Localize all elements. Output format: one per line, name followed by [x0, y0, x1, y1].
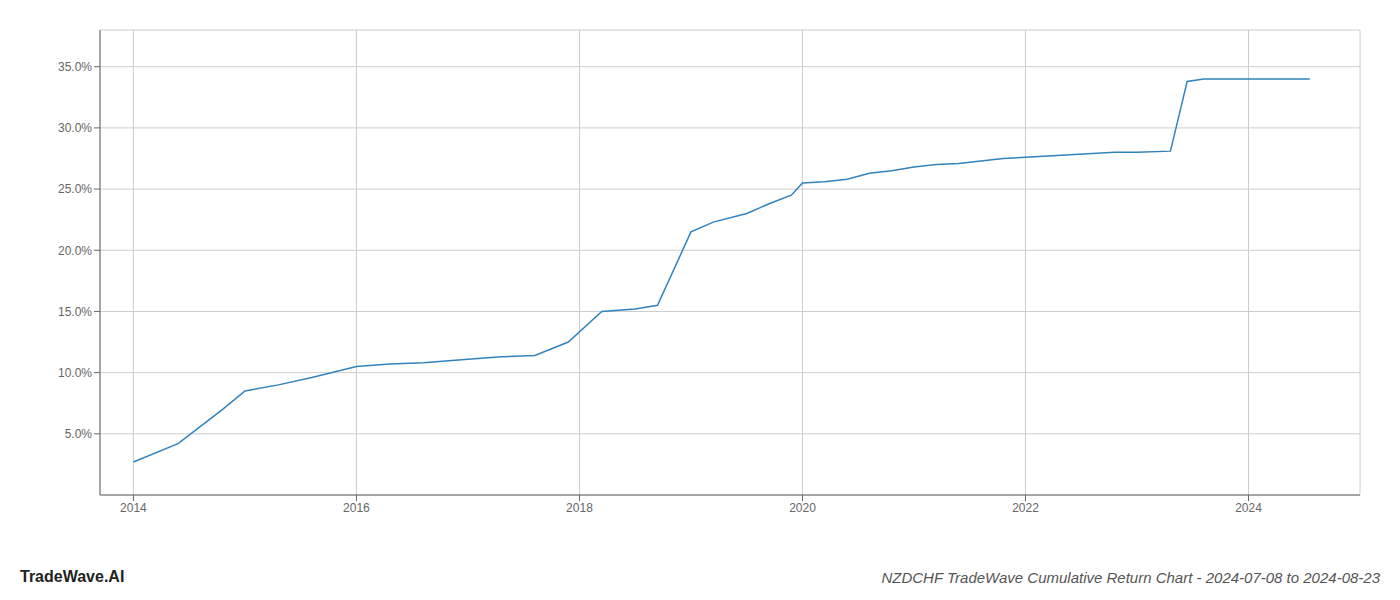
- svg-text:2014: 2014: [120, 501, 147, 515]
- svg-text:10.0%: 10.0%: [58, 366, 92, 380]
- svg-text:30.0%: 30.0%: [58, 121, 92, 135]
- html-text:TradeWave.AI: TradeWave.AI: [20, 568, 125, 585]
- svg-text:35.0%: 35.0%: [58, 60, 92, 74]
- svg-text:2020: 2020: [789, 501, 816, 515]
- svg-text:15.0%: 15.0%: [58, 305, 92, 319]
- html-text:NZDCHF TradeWave Cumulative Re: NZDCHF TradeWave Cumulative Return Chart…: [881, 569, 1380, 586]
- svg-text:2022: 2022: [1012, 501, 1039, 515]
- svg-text:5.0%: 5.0%: [65, 427, 93, 441]
- svg-text:2016: 2016: [343, 501, 370, 515]
- svg-text:20.0%: 20.0%: [58, 244, 92, 258]
- svg-text:2018: 2018: [566, 501, 593, 515]
- svg-text:2024: 2024: [1235, 501, 1262, 515]
- svg-text:25.0%: 25.0%: [58, 182, 92, 196]
